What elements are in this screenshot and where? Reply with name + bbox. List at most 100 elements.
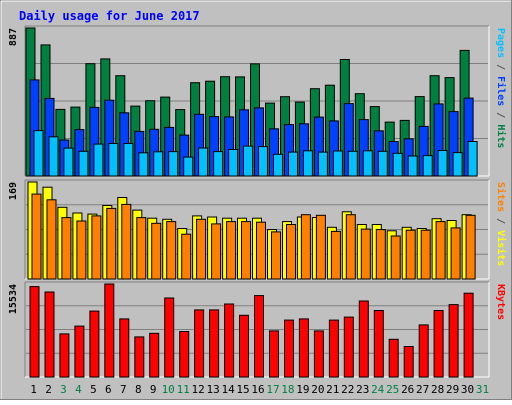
bar-pages-day-3 (63, 147, 74, 177)
x-tick-label: 29 (446, 383, 459, 396)
legend-part: Sites (495, 182, 507, 212)
bar-pages-day-19 (302, 150, 313, 177)
y-max-label: 169 (8, 182, 19, 200)
x-tick-label: 8 (135, 383, 142, 396)
bar-sites-day-25 (390, 235, 401, 280)
x-tick-label: 31 (476, 383, 489, 396)
bar-pages-day-8 (138, 152, 149, 177)
bar-sites-day-12 (196, 218, 207, 280)
bar-sites-day-5 (91, 215, 102, 280)
x-axis: 1 2 3 4 5 6 7 8 9 10 11 12 13 14 15 16 17 18 19 20 21 22 23 24 2… (30, 383, 489, 396)
bar-pages-day-10 (168, 151, 179, 177)
bar-kbytes-day-22 (343, 316, 354, 378)
x-tick-label: 5 (90, 383, 97, 396)
bar-kbytes-day-11 (179, 331, 190, 378)
bar-kbytes-day-6 (104, 283, 115, 378)
x-tick-label: 26 (401, 383, 414, 396)
bar-pages-day-15 (243, 145, 253, 177)
chart-title: Daily usage for June 2017 (19, 9, 200, 23)
bar-sites-day-30 (465, 214, 476, 280)
bar-pages-day-16 (258, 146, 268, 177)
bar-kbytes-day-14 (224, 303, 235, 378)
x-tick-label: 25 (386, 383, 399, 396)
bar-sites-day-13 (211, 223, 222, 280)
x-tick-label: 24 (371, 383, 385, 396)
bar-pages-day-14 (228, 149, 239, 177)
bar-sites-day-4 (76, 220, 87, 280)
bar-sites-day-10 (166, 221, 177, 280)
x-tick-label: 15 (236, 383, 249, 396)
bar-pages-day-4 (78, 150, 89, 177)
panel-visits-sites: 169 Sites / Visits (8, 179, 507, 280)
x-tick-label: 13 (206, 383, 219, 396)
bar-sites-day-2 (46, 199, 57, 280)
bar-sites-day-28 (435, 221, 446, 280)
bar-pages-day-11 (183, 156, 194, 177)
bar-pages-day-2 (48, 136, 59, 177)
bar-sites-day-15 (241, 221, 251, 280)
bar-kbytes-day-9 (149, 332, 160, 378)
bar-kbytes-day-26 (403, 346, 414, 378)
x-tick-label: 14 (221, 383, 235, 396)
x-tick-label: 22 (341, 383, 354, 396)
bar-pages-day-12 (198, 147, 209, 177)
bar-kbytes-day-27 (418, 324, 429, 378)
bar-pages-day-29 (452, 152, 463, 177)
bar-sites-day-8 (136, 217, 147, 280)
x-tick-label: 9 (150, 383, 157, 396)
x-tick-label: 11 (177, 383, 190, 396)
bar-pages-day-26 (407, 155, 418, 177)
bar-sites-day-22 (345, 214, 356, 280)
bar-sites-day-1 (31, 193, 42, 280)
panel-hits-files-pages: 887 Pages / Files / Hits (8, 25, 507, 177)
x-tick-label: 30 (461, 383, 474, 396)
bar-sites-day-16 (256, 221, 266, 280)
bar-pages-day-28 (437, 150, 448, 177)
bar-kbytes-day-19 (298, 318, 309, 378)
bar-kbytes-day-24 (373, 310, 384, 378)
bar-pages-day-13 (213, 151, 224, 177)
chart-panels: 887 Pages / Files / Hits 169 Sites / Visits… (8, 25, 507, 378)
bar-kbytes-day-15 (239, 314, 249, 378)
bar-sites-day-18 (286, 224, 296, 280)
bar-sites-day-21 (330, 230, 341, 280)
bar-sites-day-17 (271, 231, 281, 280)
bar-kbytes-day-8 (134, 336, 145, 378)
bar-sites-day-27 (420, 229, 431, 280)
y-max-label: 887 (8, 28, 19, 46)
bar-sites-day-26 (405, 229, 416, 280)
bar-pages-day-25 (392, 152, 403, 177)
panel-legend-label: Sites / Visits (495, 182, 507, 266)
bar-sites-day-24 (375, 229, 386, 280)
y-max-label: 15534 (8, 284, 19, 314)
bar-kbytes-day-29 (448, 304, 459, 378)
bar-kbytes-day-5 (89, 310, 100, 378)
legend-part: Hits (495, 124, 507, 148)
x-tick-label: 18 (281, 383, 294, 396)
bar-pages-day-24 (377, 150, 388, 177)
legend-part: Pages (495, 28, 506, 58)
bar-pages-day-30 (467, 141, 478, 177)
bar-kbytes-day-18 (284, 319, 294, 378)
bar-pages-day-18 (288, 151, 298, 177)
bar-sites-day-23 (360, 228, 371, 280)
bar-sites-day-3 (61, 217, 72, 280)
x-tick-label: 6 (105, 383, 112, 396)
bar-kbytes-day-17 (269, 330, 279, 378)
bar-kbytes-day-1 (29, 286, 40, 378)
x-tick-label: 1 (30, 383, 37, 396)
legend-part: / (495, 212, 506, 230)
x-tick-label: 27 (416, 383, 429, 396)
x-tick-label: 2 (45, 383, 52, 396)
panel-legend-label: KBytes (495, 284, 506, 320)
bar-pages-day-20 (317, 151, 328, 177)
x-tick-label: 10 (162, 383, 175, 396)
bar-pages-day-7 (123, 143, 134, 177)
legend-part: KBytes (495, 284, 506, 320)
x-tick-label: 20 (311, 383, 324, 396)
bar-kbytes-day-13 (209, 309, 220, 378)
bar-pages-day-1 (33, 130, 44, 177)
bar-kbytes-day-30 (463, 292, 474, 378)
x-tick-label: 17 (266, 383, 279, 396)
